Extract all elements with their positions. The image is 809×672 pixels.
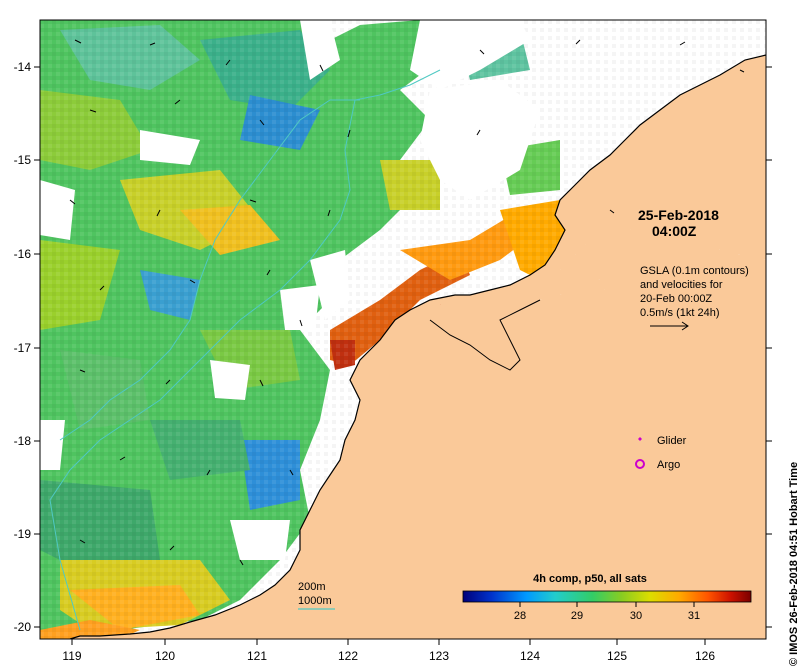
- coastline: [69, 54, 766, 639]
- y-tick-label: -14: [14, 60, 32, 74]
- x-tick-label: 122: [338, 649, 358, 663]
- y-tick-label: -15: [14, 153, 32, 167]
- bathymetry-1000m: [59, 99, 360, 441]
- y-tick-label: -17: [14, 341, 32, 355]
- x-tick-label: 124: [520, 649, 540, 663]
- colorbar-tick: 31: [688, 610, 700, 622]
- glider-icon: [638, 437, 642, 441]
- y-tick-label: -20: [14, 620, 32, 634]
- x-axis: 119 120 121 122 123 124 125 126: [62, 639, 715, 663]
- y-axis: -14 -15 -16 -17 -18 -19 -20: [14, 60, 772, 634]
- colorbar-tick: 28: [514, 610, 526, 622]
- time-title: 04:00Z: [652, 223, 697, 239]
- colorbar: 4h comp, p50, all sats 28 29 30 31: [462, 573, 752, 622]
- glider-legend: Glider: [638, 435, 687, 447]
- y-tick-label: -18: [14, 434, 32, 448]
- argo-legend: Argo: [635, 459, 680, 471]
- x-tick-label: 120: [155, 649, 175, 663]
- colorbar-tick: 29: [571, 610, 583, 622]
- gsla-note-line3: 20-Feb 00:00Z: [640, 293, 712, 305]
- colorbar-tick: 30: [630, 610, 642, 622]
- bathymetry-1000m-label: 1000m: [298, 595, 332, 607]
- bathymetry-200m-label: 200m: [298, 581, 326, 593]
- colorbar-gradient: [462, 590, 752, 603]
- gulf-coastline: [429, 299, 541, 371]
- x-tick-label: 125: [607, 649, 627, 663]
- cloud-gaps: [40, 20, 540, 560]
- x-tick-label: 123: [429, 649, 449, 663]
- argo-icon: [635, 459, 645, 469]
- bathymetry-200m: [49, 69, 441, 631]
- y-tick-label: -19: [14, 527, 32, 541]
- land-mass: [70, 55, 766, 639]
- velocity-arrows: [69, 39, 745, 566]
- colorbar-title: 4h comp, p50, all sats: [533, 573, 647, 585]
- imos-credit: © IMOS 26-Feb-2018 04:51 Hobart Time: [788, 462, 800, 666]
- gsla-note-line2: and velocities for: [640, 279, 723, 291]
- y-tick-label: -16: [14, 247, 32, 261]
- map-plot-area: [40, 20, 766, 639]
- argo-label: Argo: [657, 459, 680, 471]
- velocity-scale-arrow: [650, 321, 689, 331]
- x-tick-label: 119: [62, 649, 81, 663]
- x-tick-label: 126: [695, 649, 715, 663]
- glider-label: Glider: [657, 435, 687, 447]
- gsla-note-line4: 0.5m/s (1kt 24h): [640, 307, 719, 319]
- plot-frame: [39, 19, 767, 640]
- x-tick-label: 121: [247, 649, 267, 663]
- gsla-note-line1: GSLA (0.1m contours): [640, 265, 749, 277]
- date-title: 25-Feb-2018: [638, 207, 719, 223]
